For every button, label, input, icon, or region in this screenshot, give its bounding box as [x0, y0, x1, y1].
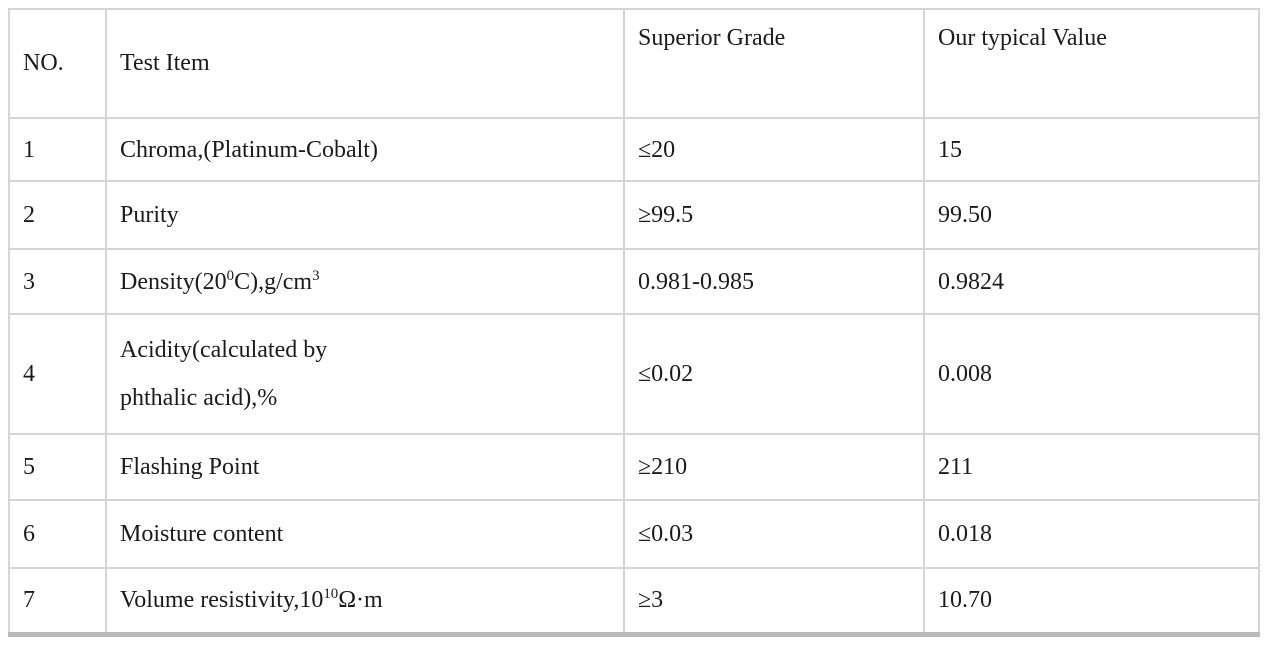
column-header-superior-grade: Superior Grade — [623, 8, 925, 119]
table-row: 7 Volume resistivity,1010Ω·m ≥3 10.70 — [8, 567, 1260, 635]
cell-no: 1 — [8, 117, 107, 182]
table-row: 6 Moisture content ≤0.03 0.018 — [8, 499, 1260, 569]
cell-test-item: Purity — [105, 180, 625, 250]
table-body: 1 Chroma,(Platinum-Cobalt) ≤20 15 2 Purity ≥99… — [8, 117, 1260, 635]
cell-typical-value: 10.70 — [923, 567, 1260, 635]
cell-test-item: Moisture content — [105, 499, 625, 569]
cell-test-item: Flashing Point — [105, 433, 625, 501]
cell-test-item: Chroma,(Platinum-Cobalt) — [105, 117, 625, 182]
cell-typical-value: 0.018 — [923, 499, 1260, 569]
table-row: 5 Flashing Point ≥210 211 — [8, 433, 1260, 501]
cell-superior-grade: ≤0.03 — [623, 499, 925, 569]
cell-no: 7 — [8, 567, 107, 635]
cell-no: 2 — [8, 180, 107, 250]
cell-typical-value: 0.008 — [923, 313, 1260, 435]
cell-typical-value: 211 — [923, 433, 1260, 501]
table-row: 3 Density(200C),g/cm3 0.981-0.985 0.9824 — [8, 248, 1260, 315]
column-header-typical-value: Our typical Value — [923, 8, 1260, 119]
column-header-test-item: Test Item — [105, 8, 625, 119]
cell-superior-grade: ≥99.5 — [623, 180, 925, 250]
cell-no: 5 — [8, 433, 107, 501]
cell-test-item: Volume resistivity,1010Ω·m — [105, 567, 625, 635]
cell-no: 4 — [8, 313, 107, 435]
cell-superior-grade: ≤20 — [623, 117, 925, 182]
cell-typical-value: 99.50 — [923, 180, 1260, 250]
table-row: 1 Chroma,(Platinum-Cobalt) ≤20 15 — [8, 117, 1260, 182]
table-header: NO. Test Item Superior Grade Our typical… — [8, 8, 1260, 119]
cell-test-item: Acidity(calculated by phthalic acid),% — [105, 313, 625, 435]
cell-no: 3 — [8, 248, 107, 315]
table-row: 4 Acidity(calculated by phthalic acid),% ≤0… — [8, 313, 1260, 435]
spec-table: NO. Test Item Superior Grade Our typical… — [8, 8, 1260, 637]
cell-superior-grade: ≥210 — [623, 433, 925, 501]
table-row: 2 Purity ≥99.5 99.50 — [8, 180, 1260, 250]
cell-superior-grade: ≥3 — [623, 567, 925, 635]
cell-typical-value: 15 — [923, 117, 1260, 182]
cell-superior-grade: 0.981-0.985 — [623, 248, 925, 315]
cell-superior-grade: ≤0.02 — [623, 313, 925, 435]
column-header-no: NO. — [8, 8, 107, 119]
cell-typical-value: 0.9824 — [923, 248, 1260, 315]
header-row: NO. Test Item Superior Grade Our typical… — [8, 8, 1260, 119]
cell-no: 6 — [8, 499, 107, 569]
cell-test-item: Density(200C),g/cm3 — [105, 248, 625, 315]
